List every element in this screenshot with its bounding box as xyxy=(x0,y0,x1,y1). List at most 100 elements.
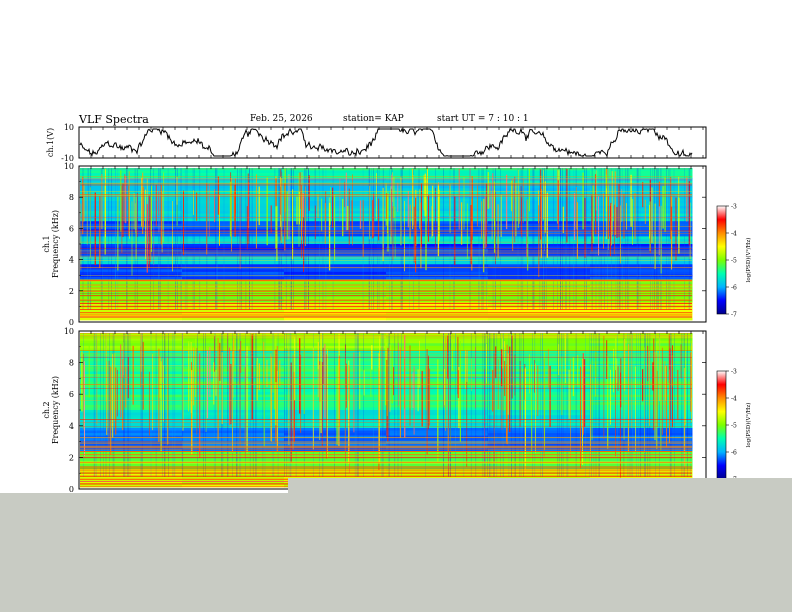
ch2-spectrogram-cell xyxy=(284,376,387,380)
ch1-spectrogram-cell xyxy=(386,254,489,258)
ch1-spectrogram-cell xyxy=(488,198,591,202)
ch2-spectrogram-cell xyxy=(590,353,693,357)
ch2-spectrogram-cell xyxy=(488,394,591,398)
ch1-spectrogram-cell xyxy=(488,221,591,225)
ch1-spectrogram-cell xyxy=(182,223,285,227)
ch1-spectrogram-cell xyxy=(386,221,489,225)
ch1-spectrogram-cell xyxy=(488,297,591,301)
ch2-spectrogram-cell xyxy=(590,404,693,408)
ch2-spectrogram-cell xyxy=(284,394,387,398)
ch1-spectrogram-cell xyxy=(80,221,183,225)
ch2-spectrogram-cell xyxy=(182,422,285,426)
start-time-label: start UT = 7 : 10 : 1 xyxy=(437,114,529,124)
ch1-spectrogram-cell xyxy=(386,233,489,237)
ch1-spectrogram-cell xyxy=(284,274,387,278)
ch1-spectrogram-cell xyxy=(488,211,591,214)
ch1-spectrogram-cell xyxy=(182,211,285,214)
ch1-spectrogram-cell xyxy=(182,271,285,275)
ch1-spectrogram-cell xyxy=(488,276,591,280)
ch1-spectrogram-cell xyxy=(182,269,285,273)
ch1-spectrogram-cell xyxy=(488,274,591,278)
ch1-spectrogram-cell xyxy=(590,173,693,176)
ch2-spectrogram-cell xyxy=(80,466,183,470)
ch2-spectrogram-cell xyxy=(590,458,693,462)
ch1-spectrogram-cell xyxy=(80,274,183,278)
ch2-spectrogram-ylabel-top: ch.2 xyxy=(42,401,51,418)
ch1-spectrogram-cell xyxy=(590,269,693,273)
ch1-spectrogram-cell xyxy=(284,226,387,230)
station-label: station= KAP xyxy=(343,114,404,124)
ch1-spectrogram-cell xyxy=(284,198,387,202)
ch2-spectrogram-cell xyxy=(386,474,489,478)
ch2-spectrogram-cell xyxy=(488,407,591,411)
ch2-spectrogram-cell xyxy=(488,422,591,426)
ch2-spectrogram-cell xyxy=(488,348,591,352)
ch2-spectrogram-cell xyxy=(80,376,183,380)
ch1-spectrogram-cell xyxy=(386,307,489,311)
ch1-spectrogram-cell xyxy=(488,236,591,240)
ch2-spectrogram-cell xyxy=(590,361,693,365)
ch1-spectrogram-colorbar-tick-label: -7 xyxy=(731,312,737,319)
ch2-spectrogram-cell xyxy=(386,340,489,344)
ch2-spectrogram-cell xyxy=(284,430,387,434)
ch2-spectrogram-cell xyxy=(284,410,387,413)
ch1-spectrogram-cell xyxy=(284,249,387,252)
ch1-spectrogram-cell xyxy=(590,233,693,237)
ch1-spectrogram-cell xyxy=(182,190,285,194)
ch1-spectrogram-cell xyxy=(284,314,387,318)
ch1-spectrogram-cell xyxy=(488,266,591,270)
waveform-ytick-label: -10 xyxy=(61,154,74,163)
ch1-spectrogram-cell xyxy=(182,314,285,318)
ch2-spectrogram-cell xyxy=(386,338,489,342)
ch1-spectrogram-cell xyxy=(386,276,489,280)
ch2-spectrogram-cell xyxy=(488,333,591,336)
ch1-spectrogram-cell xyxy=(284,269,387,273)
ch2-spectrogram-cell xyxy=(488,448,591,452)
ch1-spectrogram-cell xyxy=(386,168,489,171)
ch1-spectrogram-cell xyxy=(386,213,489,217)
ch1-spectrogram-cell xyxy=(284,244,387,247)
ch1-spectrogram-cell xyxy=(80,175,183,179)
ch1-spectrogram-cell xyxy=(590,299,693,303)
ch1-spectrogram-ytick-label: 0 xyxy=(69,318,74,327)
ch2-spectrogram-cell xyxy=(284,404,387,408)
ch1-spectrogram-cell xyxy=(182,244,285,247)
ch2-spectrogram-cell xyxy=(590,379,693,383)
ch1-spectrogram-cell xyxy=(590,307,693,311)
ch1-spectrogram-cell xyxy=(284,206,387,209)
ch2-spectrogram-cell xyxy=(590,335,693,339)
ch1-spectrogram-cell xyxy=(590,188,693,192)
ch2-spectrogram-ytick-label: 4 xyxy=(69,422,74,431)
ch1-spectrogram-cell xyxy=(80,211,183,214)
ch1-spectrogram-cell xyxy=(284,236,387,240)
ch2-spectrogram-cell xyxy=(284,402,387,406)
ch1-spectrogram-cell xyxy=(80,195,183,199)
ch1-spectrogram-cell xyxy=(590,271,693,275)
ch1-spectrogram-cell xyxy=(386,314,489,318)
ch1-spectrogram-cell xyxy=(590,244,693,247)
ch2-spectrogram-cell xyxy=(182,463,285,467)
ch1-spectrogram-cell xyxy=(80,223,183,227)
waveform-line xyxy=(79,127,693,158)
ch2-spectrogram-cell xyxy=(488,392,591,395)
ch1-spectrogram-cell xyxy=(590,211,693,214)
ch1-spectrogram-cell xyxy=(488,180,591,184)
ch2-spectrogram-ytick-label: 8 xyxy=(69,359,74,368)
ch1-spectrogram-cell xyxy=(488,190,591,194)
ch2-spectrogram-cell xyxy=(182,481,285,485)
ch2-spectrogram-cell xyxy=(80,366,183,370)
ch1-spectrogram-cell xyxy=(80,188,183,192)
ch1-spectrogram-cell xyxy=(590,284,693,288)
ch1-spectrogram-cell xyxy=(284,173,387,176)
ch2-spectrogram-ytick-label: 6 xyxy=(69,390,74,399)
ch1-spectrogram-cell xyxy=(284,185,387,189)
ch1-spectrogram-cell xyxy=(80,168,183,171)
ch2-spectrogram-cell xyxy=(182,476,285,480)
ch1-spectrogram-cell xyxy=(182,208,285,212)
ch2-spectrogram-cell xyxy=(590,399,693,403)
ch1-spectrogram-cell xyxy=(488,254,591,258)
ch1-spectrogram-cell xyxy=(182,284,285,288)
ch2-spectrogram-cell xyxy=(488,353,591,357)
ch1-spectrogram-cell xyxy=(182,264,285,268)
